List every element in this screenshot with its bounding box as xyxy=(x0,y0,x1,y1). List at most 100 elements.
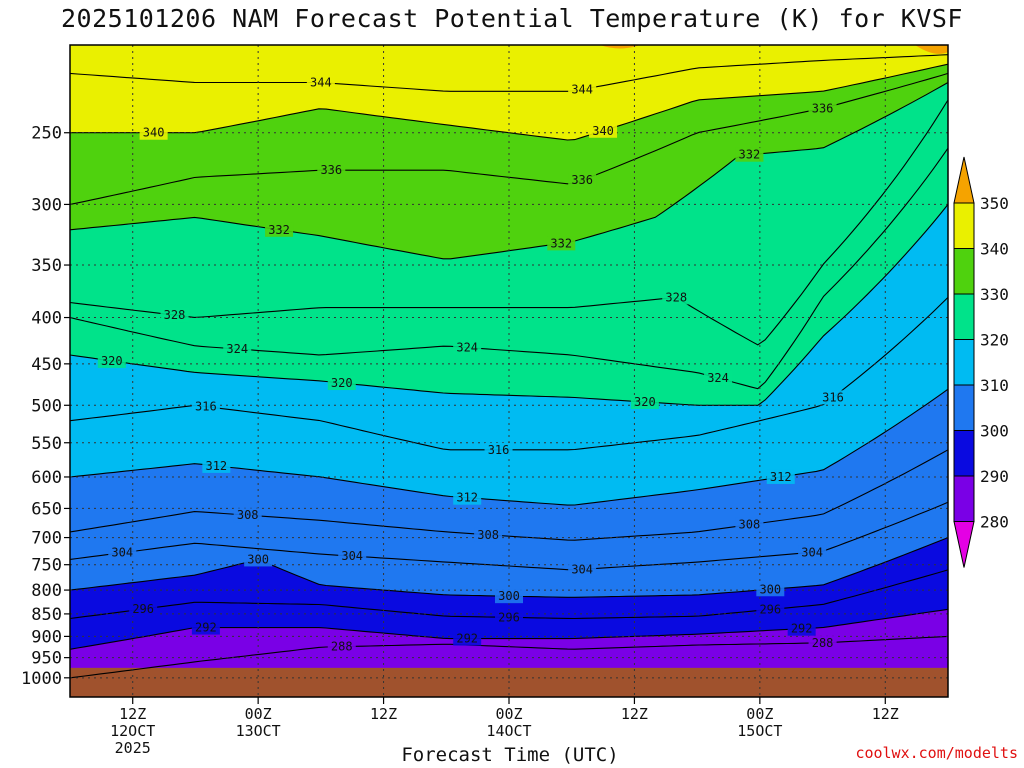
colorbar-label: 330 xyxy=(980,285,1009,304)
contour-label-bg xyxy=(327,376,356,391)
contour-label-bg xyxy=(306,75,335,90)
contour-label: 328 xyxy=(164,308,186,322)
colorbar-extend-high xyxy=(953,156,975,204)
colorbar-label: 320 xyxy=(980,331,1009,350)
x-tick-label: 13OCT xyxy=(236,722,281,740)
contour-label: 336 xyxy=(320,163,342,177)
contour-label: 332 xyxy=(268,223,290,237)
contour-label-bg xyxy=(338,549,367,564)
contour-label-bg xyxy=(819,390,848,405)
x-tick-label: 2025 xyxy=(115,739,151,757)
contour-line-320 xyxy=(69,204,949,406)
y-tick-label: 600 xyxy=(31,468,62,488)
contour-label: 300 xyxy=(498,589,520,603)
colorbar-label: 350 xyxy=(980,194,1009,213)
y-tick-label: 350 xyxy=(31,256,62,276)
contour-label: 292 xyxy=(791,622,813,636)
contour-label-bg xyxy=(756,602,785,617)
contour-label: 300 xyxy=(759,582,781,596)
contour-label: 320 xyxy=(331,376,353,390)
colorbar-box xyxy=(953,384,975,431)
contour-label: 316 xyxy=(195,400,217,414)
contour-label: 332 xyxy=(739,148,761,162)
colorbar-box xyxy=(953,293,975,340)
contour-label-bg xyxy=(453,490,482,505)
contour-label-bg xyxy=(202,458,231,473)
contour-label: 324 xyxy=(226,342,248,356)
contour-label: 340 xyxy=(592,124,614,138)
contour-label-bg xyxy=(787,621,816,636)
contour-label-bg xyxy=(223,342,252,357)
contour-label-bg xyxy=(766,469,795,484)
contour-label-bg xyxy=(474,527,503,542)
y-tick-label: 750 xyxy=(31,556,62,576)
contour-label: 308 xyxy=(477,528,499,542)
x-tick-label: 12Z xyxy=(872,705,899,723)
contour-label: 308 xyxy=(739,518,761,532)
contour-line-344 xyxy=(69,54,949,92)
fill-band-344 xyxy=(70,45,948,92)
contour-label: 296 xyxy=(498,610,520,624)
contour-label: 312 xyxy=(205,459,227,473)
y-axis: 2503003504004505005506006507007508008509… xyxy=(21,124,70,689)
y-tick-label: 250 xyxy=(31,124,62,144)
contour-label: 344 xyxy=(310,75,332,89)
contour-label-bg xyxy=(662,290,691,305)
colorbar-box xyxy=(953,475,975,522)
contour-label-bg xyxy=(191,399,220,414)
x-tick-label: 15OCT xyxy=(737,722,782,740)
contour-label: 328 xyxy=(665,290,687,304)
contour-label-bg xyxy=(453,631,482,646)
contour-label-bg xyxy=(265,222,294,237)
y-tick-label: 500 xyxy=(31,396,62,416)
contour-label: 336 xyxy=(571,173,593,187)
x-axis-title: Forecast Time (UTC) xyxy=(401,744,619,766)
y-tick-label: 800 xyxy=(31,581,62,601)
y-tick-label: 650 xyxy=(31,499,62,519)
contour-label-bg xyxy=(808,635,837,650)
contour-label: 332 xyxy=(550,236,572,250)
contour-label: 320 xyxy=(634,395,656,409)
contour-label-bg xyxy=(756,582,785,597)
x-tick-label: 00Z xyxy=(245,705,272,723)
contour-label-bg xyxy=(704,371,733,386)
contour-label-bg xyxy=(97,353,126,368)
y-tick-label: 1000 xyxy=(21,669,62,689)
contour-label: 340 xyxy=(143,126,165,140)
contour-label: 292 xyxy=(456,632,478,646)
contour-label-bg xyxy=(191,620,220,635)
contour-label-bg xyxy=(108,545,137,560)
y-tick-label: 550 xyxy=(31,434,62,454)
contour-line-308 xyxy=(69,449,949,541)
contour-label: 312 xyxy=(770,470,792,484)
credit-link[interactable]: coolwx.com/modelts xyxy=(855,744,1018,762)
contour-label-bg xyxy=(808,101,837,116)
contour-line-328 xyxy=(69,99,949,346)
contour-label: 296 xyxy=(132,602,154,616)
contour-label-bg xyxy=(160,308,189,323)
x-tick-label: 12OCT xyxy=(110,722,155,740)
contour-label: 304 xyxy=(111,546,133,560)
x-tick-label: 14OCT xyxy=(486,722,531,740)
contour-label-bg xyxy=(735,147,764,162)
contour-label: 316 xyxy=(488,443,510,457)
contour-label-bg xyxy=(495,589,523,604)
colorbar-extend-low xyxy=(953,521,975,568)
colorbar-label: 280 xyxy=(980,513,1009,532)
contour-label-bg xyxy=(568,82,597,97)
colorbar-label: 300 xyxy=(980,422,1009,441)
contour-label: 300 xyxy=(247,552,269,566)
contour-label: 336 xyxy=(812,101,834,115)
colorbar-label: 290 xyxy=(980,467,1009,486)
contour-label: 304 xyxy=(341,549,363,563)
y-tick-label: 450 xyxy=(31,355,62,375)
colorbar-box xyxy=(953,248,975,295)
contour-label-bg xyxy=(484,442,513,457)
colorbar-box xyxy=(953,202,975,249)
colorbar-label: 310 xyxy=(980,376,1009,395)
contour-label: 296 xyxy=(759,602,781,616)
x-tick-label: 12Z xyxy=(370,705,397,723)
contour-label: 324 xyxy=(456,340,478,354)
